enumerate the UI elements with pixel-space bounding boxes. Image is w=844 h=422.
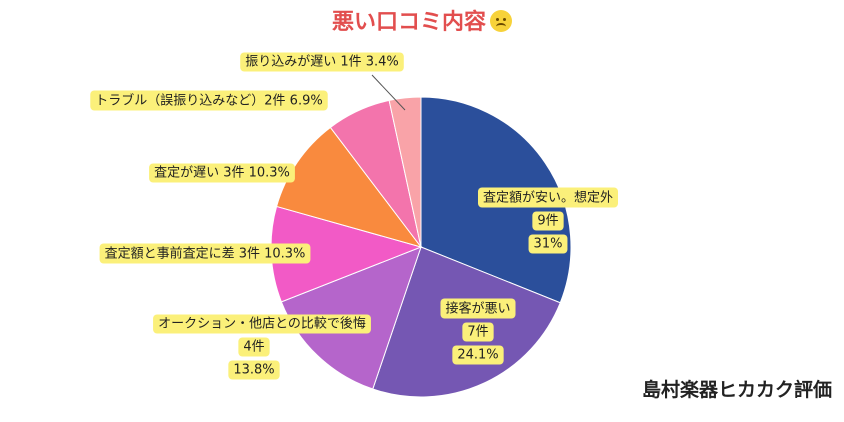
- slice-callout: 接客が悪い: [440, 298, 516, 319]
- slice-callout: 4件: [238, 337, 270, 357]
- slice-callout: 9件: [532, 211, 564, 231]
- slice-label: 13.8%: [233, 363, 274, 378]
- callout-background: [149, 163, 295, 183]
- slice-callout: 13.8%: [228, 360, 280, 380]
- callout-background: [99, 243, 311, 264]
- callout-background: [240, 52, 404, 72]
- callout-background: [90, 90, 328, 111]
- chart-title-text: 悪い口コミ内容: [331, 10, 486, 35]
- pie-slice-2: [372, 246, 561, 398]
- slice-label: 査定が遅い 3件 10.3%: [154, 166, 290, 181]
- slice-callout: 振り込みが遅い 1件 3.4%: [240, 52, 404, 72]
- pie-slice-7: [388, 96, 422, 248]
- slice-label: 査定額と事前査定に差 3件 10.3%: [105, 246, 306, 262]
- slice-callout: 7件: [462, 322, 494, 342]
- slice-callout: 31%: [528, 234, 568, 254]
- slice-callout: 査定が遅い 3件 10.3%: [149, 163, 295, 183]
- slice-label: 接客が悪い: [445, 301, 510, 317]
- callout-background: [452, 345, 504, 365]
- slice-callout: 24.1%: [452, 345, 504, 365]
- slice-label: 24.1%: [457, 348, 498, 363]
- chart-title: 悪い口コミ内容: [0, 4, 844, 36]
- callout-background: [528, 234, 568, 254]
- slice-label: 7件: [467, 325, 488, 340]
- slice-label: 31%: [534, 237, 563, 252]
- pie-slice-5: [275, 126, 423, 248]
- slice-label: トラブル（誤振り込みなど）2件 6.9%: [95, 93, 322, 109]
- slice-callout: 査定額が安い。想定外: [477, 187, 619, 208]
- slice-callout: オークション・他店との比較で後悔: [153, 314, 371, 334]
- slice-label: 4件: [243, 340, 264, 355]
- callout-background: [238, 337, 270, 357]
- slice-label: 9件: [537, 214, 558, 229]
- slice-callout: 査定額と事前査定に差 3件 10.3%: [99, 243, 311, 264]
- slice-callout: トラブル（誤振り込みなど）2件 6.9%: [90, 90, 328, 111]
- callout-background: [440, 298, 516, 319]
- callout-background: [477, 187, 619, 208]
- callout-background: [532, 211, 564, 231]
- slice-label: 査定額が安い。想定外: [483, 190, 613, 206]
- callout-background: [153, 314, 371, 334]
- leader-line: [371, 74, 406, 111]
- callout-background: [462, 322, 494, 342]
- frowning-face-icon: [490, 10, 512, 32]
- slice-label: オークション・他店との比較で後悔: [158, 317, 366, 332]
- slice-label: 振り込みが遅い 1件 3.4%: [245, 55, 399, 70]
- callout-background: [228, 360, 280, 380]
- brand-watermark: 島村楽器ヒカカク評価: [641, 379, 832, 401]
